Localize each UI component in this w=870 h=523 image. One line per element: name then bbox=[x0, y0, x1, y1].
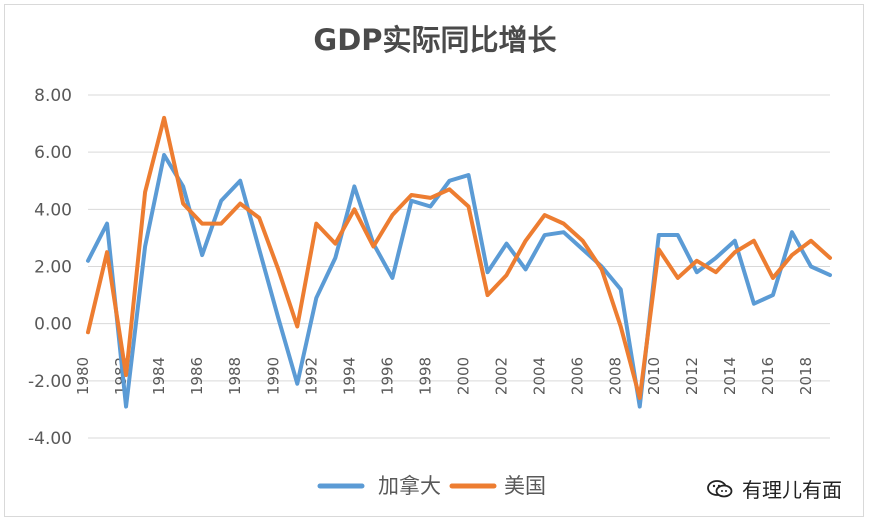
legend: 加拿大 美国 bbox=[317, 474, 546, 498]
x-tick-label: 2012 bbox=[683, 357, 701, 395]
x-tick-label: 2000 bbox=[455, 357, 473, 395]
y-tick-label: -2.00 bbox=[28, 372, 72, 392]
wechat-icon bbox=[706, 478, 734, 500]
y-tick-label: 2.00 bbox=[34, 258, 72, 278]
x-tick-label: 1980 bbox=[74, 357, 92, 395]
x-tick-label: 1996 bbox=[378, 357, 396, 395]
y-axis-ticks: 8.00 6.00 4.00 2.00 0.00 -2.00 -4.00 bbox=[28, 86, 72, 449]
x-tick-label: 2010 bbox=[645, 357, 663, 395]
y-tick-label: 6.00 bbox=[34, 143, 72, 163]
series-lines bbox=[86, 115, 832, 409]
gridlines bbox=[88, 94, 830, 439]
x-tick-label: 2002 bbox=[493, 357, 511, 395]
x-tick-label: 1984 bbox=[150, 357, 168, 395]
watermark: 有理儿有面 bbox=[706, 474, 842, 503]
y-tick-label: 8.00 bbox=[34, 86, 72, 106]
chart-title: GDP实际同比增长 bbox=[313, 23, 557, 57]
x-tick-label: 2008 bbox=[607, 357, 625, 395]
x-tick-label: 2004 bbox=[531, 357, 549, 395]
chart-frame bbox=[4, 4, 864, 517]
x-tick-label: 1990 bbox=[264, 357, 282, 395]
legend-label-1: 美国 bbox=[504, 474, 546, 498]
y-tick-label: 4.00 bbox=[34, 200, 72, 220]
x-tick-label: 2016 bbox=[759, 357, 777, 395]
x-tick-label: 1986 bbox=[188, 357, 206, 395]
watermark-text: 有理儿有面 bbox=[742, 478, 842, 502]
legend-label-0: 加拿大 bbox=[378, 474, 441, 498]
x-tick-label: 2018 bbox=[797, 357, 815, 395]
x-tick-label: 1992 bbox=[302, 357, 320, 395]
x-tick-label: 2006 bbox=[569, 357, 587, 395]
x-tick-label: 2014 bbox=[721, 357, 739, 395]
y-tick-label: -4.00 bbox=[28, 429, 72, 449]
x-tick-label: 1988 bbox=[226, 357, 244, 395]
x-tick-label: 1994 bbox=[340, 357, 358, 395]
series-line-1 bbox=[86, 115, 832, 400]
y-tick-label: 0.00 bbox=[34, 315, 72, 335]
x-axis-ticks: 1980 1982 1984 1986 1988 1990 1992 1994 1996 1998… bbox=[74, 357, 815, 395]
x-tick-label: 1998 bbox=[416, 357, 434, 395]
